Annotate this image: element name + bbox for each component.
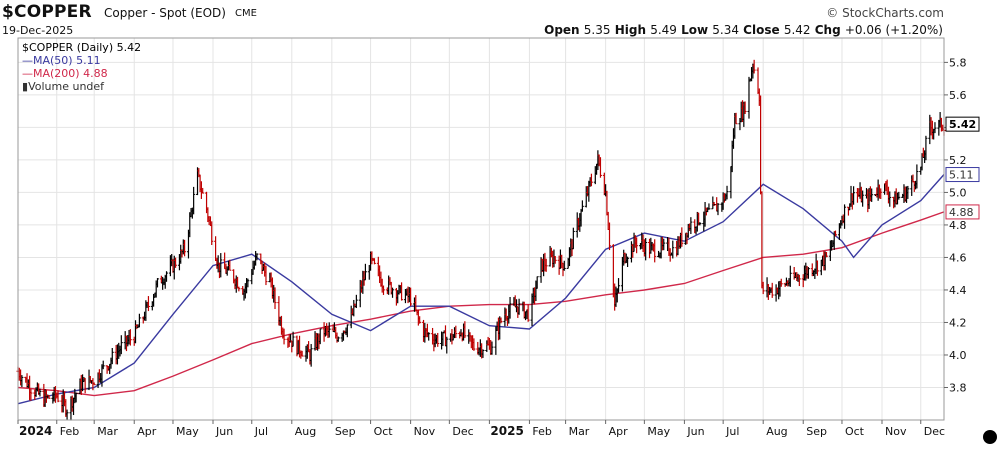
tick-label-x: 2024 xyxy=(19,424,52,438)
legend-price-text: $COPPER (Daily) 5.42 xyxy=(22,41,142,54)
tick-label-y: 4.4 xyxy=(949,284,967,297)
tick-label-y: 5.2 xyxy=(949,154,967,167)
tick-label-x: Oct xyxy=(845,425,865,438)
legend-ma200-text: MA(200) 4.88 xyxy=(33,67,108,80)
tick-label-x: Mar xyxy=(97,425,118,438)
ma200-layer xyxy=(17,211,945,397)
last-ma200-label-box xyxy=(945,204,980,220)
tick-label-y: 5.0 xyxy=(949,186,967,199)
tick-label-x: Jul xyxy=(254,425,268,438)
legend-ma200: —MA(200) 4.88 xyxy=(22,67,108,80)
tick-label-x: Nov xyxy=(885,425,907,438)
ma50-layer xyxy=(17,174,945,405)
exchange-label: CME xyxy=(235,8,257,19)
tick-label-x: Feb xyxy=(60,425,79,438)
ma50-line xyxy=(17,174,945,405)
chg-label: Chg xyxy=(814,23,841,37)
last-value-labels: 5.42 5.11 4.88 xyxy=(945,116,980,220)
legend-ma50-text: MA(50) 5.11 xyxy=(33,54,101,67)
symbol-description: Copper - Spot (EOD) xyxy=(104,6,226,20)
symbol-title: $COPPER xyxy=(2,2,92,22)
tick-label-y: 5.6 xyxy=(949,89,967,102)
chart-date: 19-Dec-2025 xyxy=(2,24,74,37)
legend-volume: ▮Volume undef xyxy=(22,80,141,93)
tick-label-x: Dec xyxy=(924,425,945,438)
high-label: High xyxy=(614,23,646,37)
tick-label-y: 4.6 xyxy=(949,251,967,264)
tick-label-x: Aug xyxy=(766,425,787,438)
open-value: 5.35 xyxy=(583,23,611,37)
tick-label-x: 2025 xyxy=(490,424,523,438)
tick-label-x: May xyxy=(647,425,670,438)
legend-ma50: —MA(50) 5.11 xyxy=(22,54,101,67)
tick-label-y: 4.8 xyxy=(949,219,967,232)
tick-label-x: Aug xyxy=(295,425,316,438)
price-bars-layer xyxy=(16,59,946,421)
last-price-label: 5.42 xyxy=(949,118,976,131)
tick-label-y: 4.2 xyxy=(949,316,967,329)
low-label: Low xyxy=(681,23,709,37)
tick-label-x: May xyxy=(176,425,199,438)
tick-label-x: Sep xyxy=(335,425,356,438)
status-dot-icon xyxy=(983,430,997,444)
grid-layer xyxy=(17,38,944,420)
tick-label-x: Nov xyxy=(414,425,436,438)
volume-bars-icon: ▮ xyxy=(22,80,29,93)
legend-price: $COPPER (Daily) 5.42 xyxy=(22,41,141,54)
last-ma50-label-box xyxy=(945,167,980,183)
plot-frame xyxy=(17,37,945,421)
tick-label-x: Feb xyxy=(532,425,551,438)
high-value: 5.49 xyxy=(650,23,677,37)
tick-label-x: Mar xyxy=(569,425,590,438)
tick-label-x: Jun xyxy=(686,425,704,438)
tick-label-x: Dec xyxy=(452,425,473,438)
legend-volume-text: Volume undef xyxy=(28,80,105,93)
tick-label-x: Jul xyxy=(725,425,739,438)
close-value: 5.42 xyxy=(783,23,811,37)
chart-legend: $COPPER (Daily) 5.42 —MA(50) 5.11 —MA(20… xyxy=(22,41,141,93)
last-ma200-label: 4.88 xyxy=(949,206,974,219)
chg-value: +0.06 (+1.20%) xyxy=(844,23,943,37)
tick-label-y: 5.8 xyxy=(949,56,967,69)
open-label: Open xyxy=(544,23,580,37)
tick-label-y: 4.0 xyxy=(949,349,967,362)
copyright-label[interactable]: © StockCharts.com xyxy=(826,6,944,20)
last-price-label-box xyxy=(945,116,980,132)
low-value: 5.34 xyxy=(712,23,739,37)
axis-layer: 3.84.04.24.44.64.85.05.25.45.65.82024Feb… xyxy=(17,37,967,438)
tick-label-x: Oct xyxy=(374,425,394,438)
close-label: Close xyxy=(743,23,780,37)
tick-label-x: Apr xyxy=(609,425,629,438)
tick-label-x: Apr xyxy=(137,425,157,438)
tick-label-x: Jun xyxy=(215,425,233,438)
ohlc-readout: Open 5.35 High 5.49 Low 5.34 Close 5.42 … xyxy=(544,23,943,37)
tick-label-y: 3.8 xyxy=(949,381,967,394)
last-ma50-label: 5.11 xyxy=(949,169,974,182)
ma200-line xyxy=(17,211,945,397)
tick-label-x: Sep xyxy=(806,425,827,438)
